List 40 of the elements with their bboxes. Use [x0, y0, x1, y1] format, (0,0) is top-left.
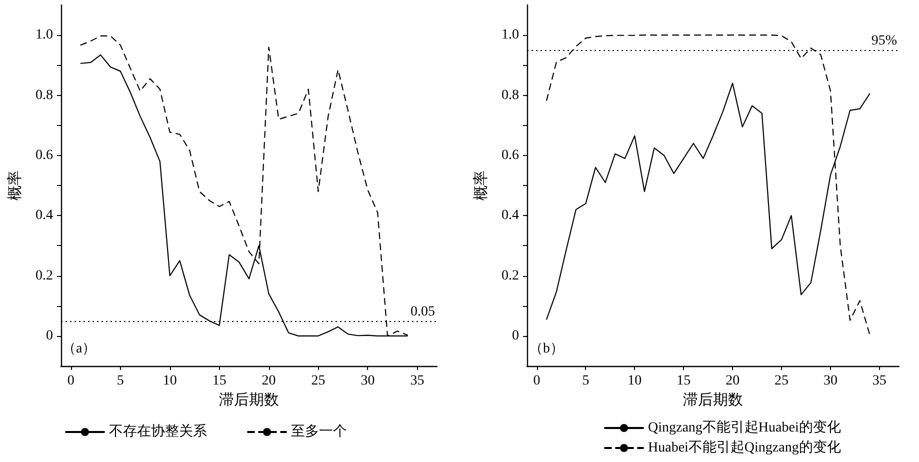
- ref-line-label: 0.05: [410, 304, 435, 320]
- y-tick-label: 1.0: [502, 28, 519, 43]
- x-tick-label: 35: [410, 374, 424, 388]
- x-tick-label: 0: [533, 374, 540, 388]
- y-tick-label: 0: [512, 328, 519, 344]
- y-tick-label: 0: [46, 328, 53, 344]
- legend-label: Qingzang不能引起Huabei的变化: [648, 420, 841, 436]
- y-axis-title: 概率: [472, 170, 490, 200]
- y-tick-label: 0.4: [502, 208, 519, 224]
- legend-label: 至多一个: [291, 424, 347, 440]
- x-axis-title: 滞后期数: [219, 391, 279, 408]
- x-tick-label: 25: [311, 374, 326, 388]
- legend-label: 不存在协整关系: [109, 424, 207, 440]
- y-tick-label: 0.8: [36, 88, 53, 103]
- x-tick-label: 10: [162, 374, 177, 388]
- y-tick-label: 0.8: [502, 88, 519, 103]
- x-tick-label: 30: [823, 374, 838, 388]
- y-tick-label: 0.4: [36, 208, 53, 224]
- y-tick-label: 0.2: [36, 268, 53, 284]
- y-tick-label: 0.2: [502, 268, 519, 284]
- legend-label: Huabei不能引起Qingzang的变化: [648, 440, 841, 456]
- ref-line-label: 95%: [871, 34, 898, 49]
- x-tick-label: 20: [262, 374, 276, 388]
- x-tick-label: 35: [872, 374, 886, 388]
- x-tick-label: 20: [726, 374, 740, 388]
- annotation: （a）: [62, 342, 96, 356]
- y-tick-label: 1.0: [36, 28, 53, 43]
- y-axis-title: 概率: [6, 170, 24, 200]
- y-tick-label: 0.6: [36, 148, 53, 163]
- annotation: （b）: [529, 342, 564, 356]
- x-tick-label: 5: [116, 374, 124, 388]
- y-tick-label: 0.6: [502, 148, 519, 163]
- x-tick-label: 25: [774, 374, 789, 388]
- x-axis-title: 滞后期数: [683, 391, 743, 408]
- x-tick-label: 15: [212, 374, 226, 388]
- x-tick-label: 15: [676, 374, 691, 388]
- x-tick-label: 0: [67, 374, 74, 388]
- x-tick-label: 30: [360, 374, 375, 388]
- x-tick-label: 10: [628, 374, 642, 388]
- x-tick-label: 5: [582, 374, 590, 388]
